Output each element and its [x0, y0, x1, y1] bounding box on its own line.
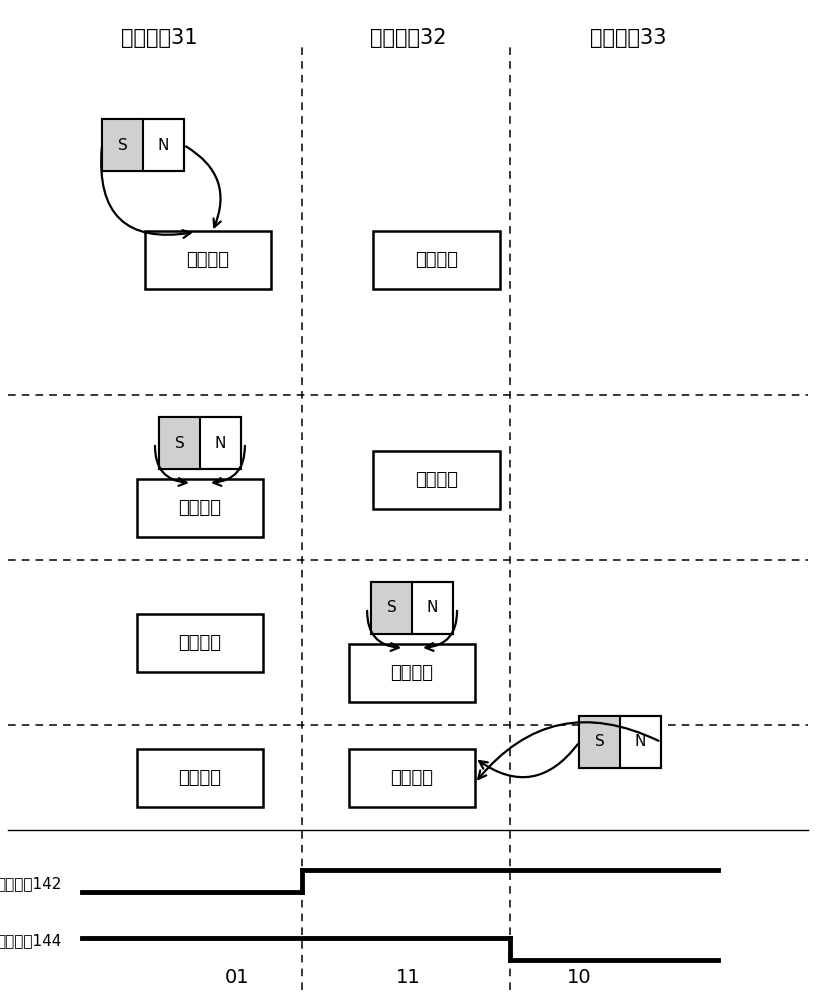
- Text: N: N: [427, 600, 438, 615]
- Bar: [349, 644, 475, 702]
- Text: 闭合状态31: 闭合状态31: [121, 28, 197, 48]
- Text: 第一霍尔: 第一霍尔: [179, 499, 221, 517]
- Bar: [373, 231, 499, 289]
- Text: 第二霍尔: 第二霍尔: [415, 251, 458, 269]
- Text: N: N: [635, 734, 646, 750]
- Bar: [159, 417, 200, 469]
- Bar: [145, 231, 272, 289]
- Bar: [349, 749, 475, 807]
- Text: 第二霍尔144: 第二霍尔144: [0, 934, 61, 948]
- Text: 11: 11: [396, 968, 420, 987]
- Bar: [102, 119, 184, 171]
- Text: S: S: [387, 600, 397, 615]
- Bar: [136, 614, 263, 672]
- Bar: [102, 119, 143, 171]
- Bar: [371, 582, 453, 634]
- Text: 第一霍尔142: 第一霍尔142: [0, 876, 61, 892]
- Bar: [371, 582, 412, 634]
- Text: 01: 01: [224, 968, 249, 987]
- Bar: [159, 417, 241, 469]
- Bar: [579, 716, 620, 768]
- Text: N: N: [157, 137, 169, 152]
- Bar: [136, 479, 263, 537]
- Bar: [373, 451, 499, 509]
- Text: N: N: [215, 436, 226, 450]
- Text: 第一霍尔: 第一霍尔: [179, 769, 221, 787]
- Text: 滑开状态33: 滑开状态33: [590, 28, 667, 48]
- Text: S: S: [175, 436, 184, 450]
- Text: S: S: [118, 137, 127, 152]
- Text: 第二霍尔: 第二霍尔: [391, 769, 433, 787]
- Text: 中间状态32: 中间状态32: [370, 28, 446, 48]
- Text: 第二霍尔: 第二霍尔: [415, 471, 458, 489]
- Text: 第一霍尔: 第一霍尔: [187, 251, 229, 269]
- Text: 第二霍尔: 第二霍尔: [391, 664, 433, 682]
- Text: S: S: [595, 734, 605, 750]
- Text: 10: 10: [567, 968, 592, 987]
- Bar: [371, 582, 453, 634]
- Bar: [159, 417, 241, 469]
- Bar: [579, 716, 661, 768]
- Bar: [579, 716, 661, 768]
- Bar: [102, 119, 184, 171]
- Text: 第一霍尔: 第一霍尔: [179, 634, 221, 652]
- Bar: [136, 749, 263, 807]
